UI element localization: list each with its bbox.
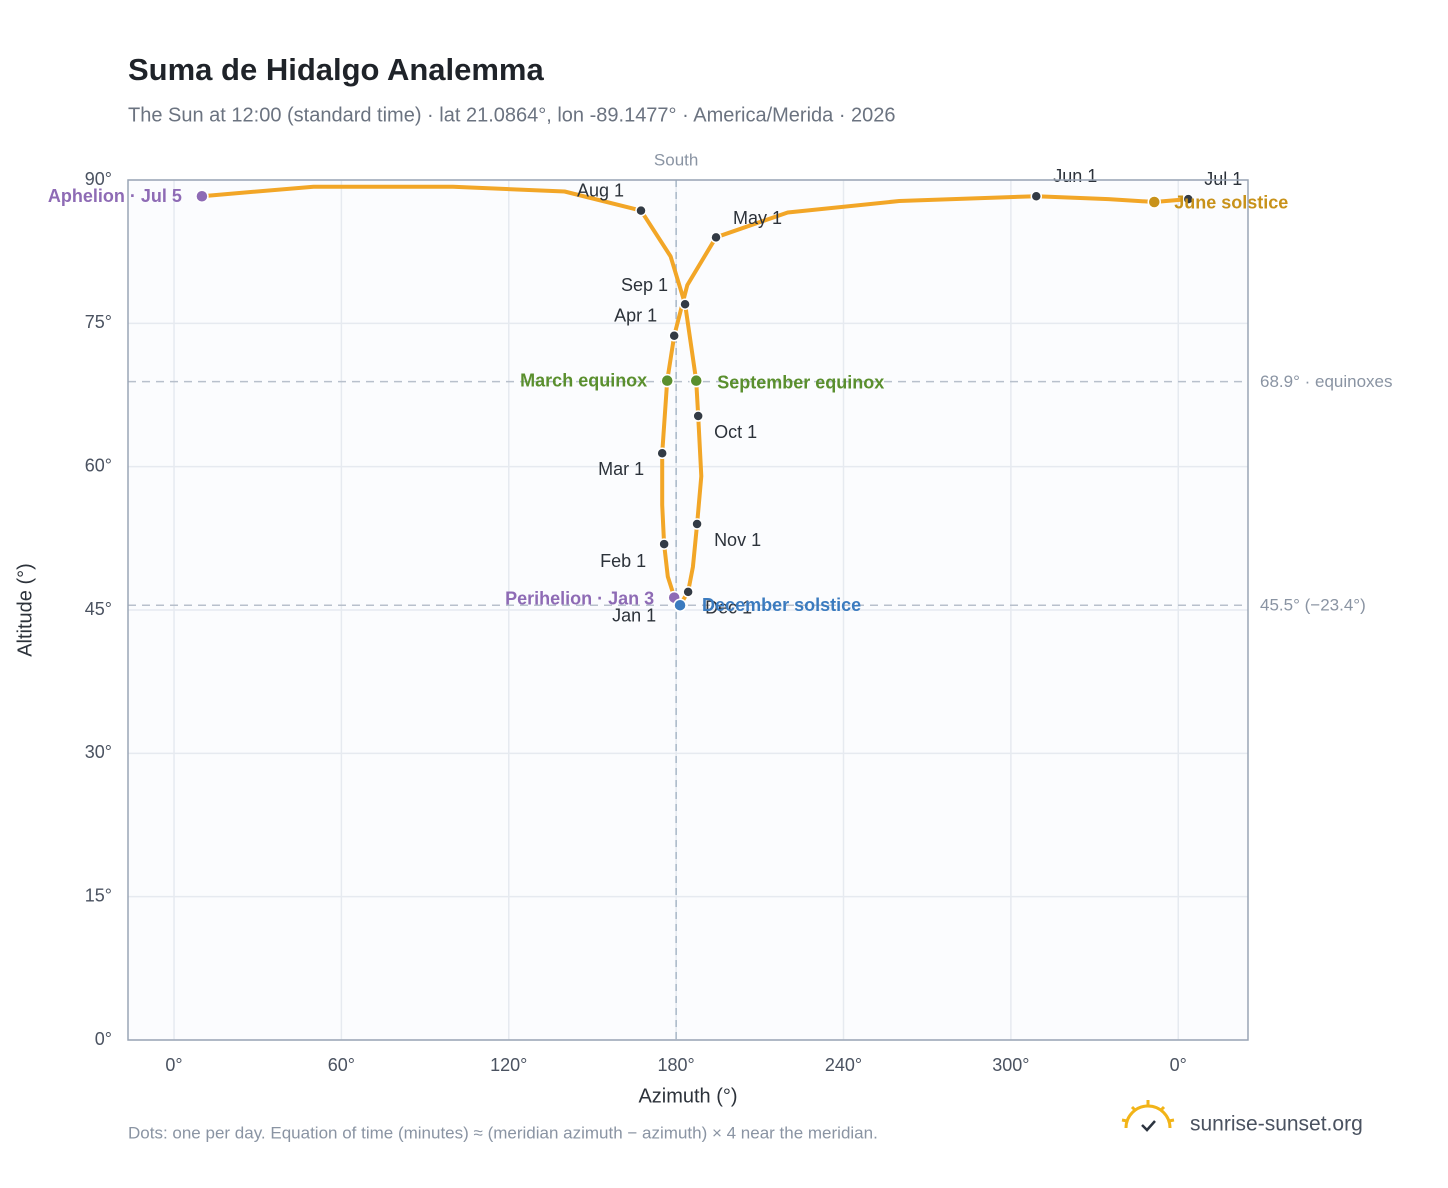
month-label: Jul 1 [1204, 169, 1242, 189]
reference-lines [128, 180, 1248, 1040]
event-label: June solstice [1174, 193, 1288, 213]
event-marker [195, 189, 209, 203]
month-label: Jun 1 [1053, 166, 1097, 186]
chart-title: Suma de Hidalgo Analemma [128, 52, 544, 87]
y-tick-label: 30° [85, 742, 112, 762]
month-marker [656, 447, 668, 460]
y-tick-label: 15° [85, 885, 112, 905]
event-marker [689, 373, 703, 388]
event-label: March equinox [520, 370, 647, 390]
meridian-label: South [654, 150, 698, 169]
plot-frame [127, 179, 1249, 1041]
month-label: Feb 1 [600, 551, 646, 571]
y-tick-label: 90° [85, 169, 112, 189]
chart-subtitle: The Sun at 12:00 (standard time) · lat 2… [128, 104, 896, 126]
month-label: Mar 1 [598, 459, 644, 479]
month-label: Aug 1 [577, 180, 624, 200]
month-marker [692, 410, 704, 422]
x-tick-label: 60° [328, 1055, 355, 1075]
month-marker [668, 330, 680, 342]
month-label: Oct 1 [714, 422, 757, 442]
month-marker [691, 518, 703, 530]
x-tick-label: 180° [658, 1055, 695, 1075]
x-tick-label: 300° [992, 1055, 1029, 1075]
x-tick-label: 0° [1170, 1055, 1187, 1075]
month-label: Sep 1 [621, 275, 668, 295]
x-tick-label: 0° [165, 1055, 182, 1075]
event-label: Aphelion · Jul 5 [48, 186, 182, 206]
event-label: December solstice [702, 595, 861, 615]
y-tick-label: 75° [85, 312, 112, 332]
month-label: Apr 1 [614, 306, 657, 326]
month-label: Nov 1 [714, 530, 761, 550]
event-marker [660, 373, 674, 388]
month-marker [1030, 190, 1043, 202]
reference-label: 45.5° (−23.4°) [1260, 596, 1366, 615]
event-label: Perihelion · Jan 3 [505, 588, 654, 608]
month-marker [682, 586, 694, 598]
event-marker [1147, 195, 1162, 209]
month-label: May 1 [733, 208, 782, 228]
y-axis-label: Altitude (°) [14, 563, 36, 657]
month-marker [679, 298, 691, 310]
y-tick-label: 0° [95, 1029, 112, 1049]
month-marker [710, 231, 722, 244]
event-marker [673, 598, 687, 612]
event-label: September equinox [717, 372, 884, 392]
x-tick-label: 120° [490, 1055, 527, 1075]
month-marker [658, 538, 670, 550]
month-label: Jan 1 [612, 605, 656, 625]
x-tick-label: 240° [825, 1055, 862, 1075]
x-axis-label: Azimuth (°) [638, 1085, 737, 1107]
month-label: Dec 1 [705, 598, 752, 618]
data: Jan 1 Feb 1 Mar 1 Apr 1 May 1 Jun 1 Jul 1 Aug 1… [48, 166, 1288, 625]
brand-icon [1121, 1100, 1175, 1132]
month-marker [1182, 193, 1195, 205]
month-marker [635, 204, 647, 217]
y-tick-label: 60° [85, 455, 112, 475]
y-tick-label: 45° [85, 599, 112, 619]
brand: sunrise-sunset.org [1190, 1113, 1363, 1136]
footnote: Dots: one per day. Equation of time (min… [128, 1123, 878, 1142]
reference-label: 68.9° · equinoxes [1260, 372, 1393, 391]
